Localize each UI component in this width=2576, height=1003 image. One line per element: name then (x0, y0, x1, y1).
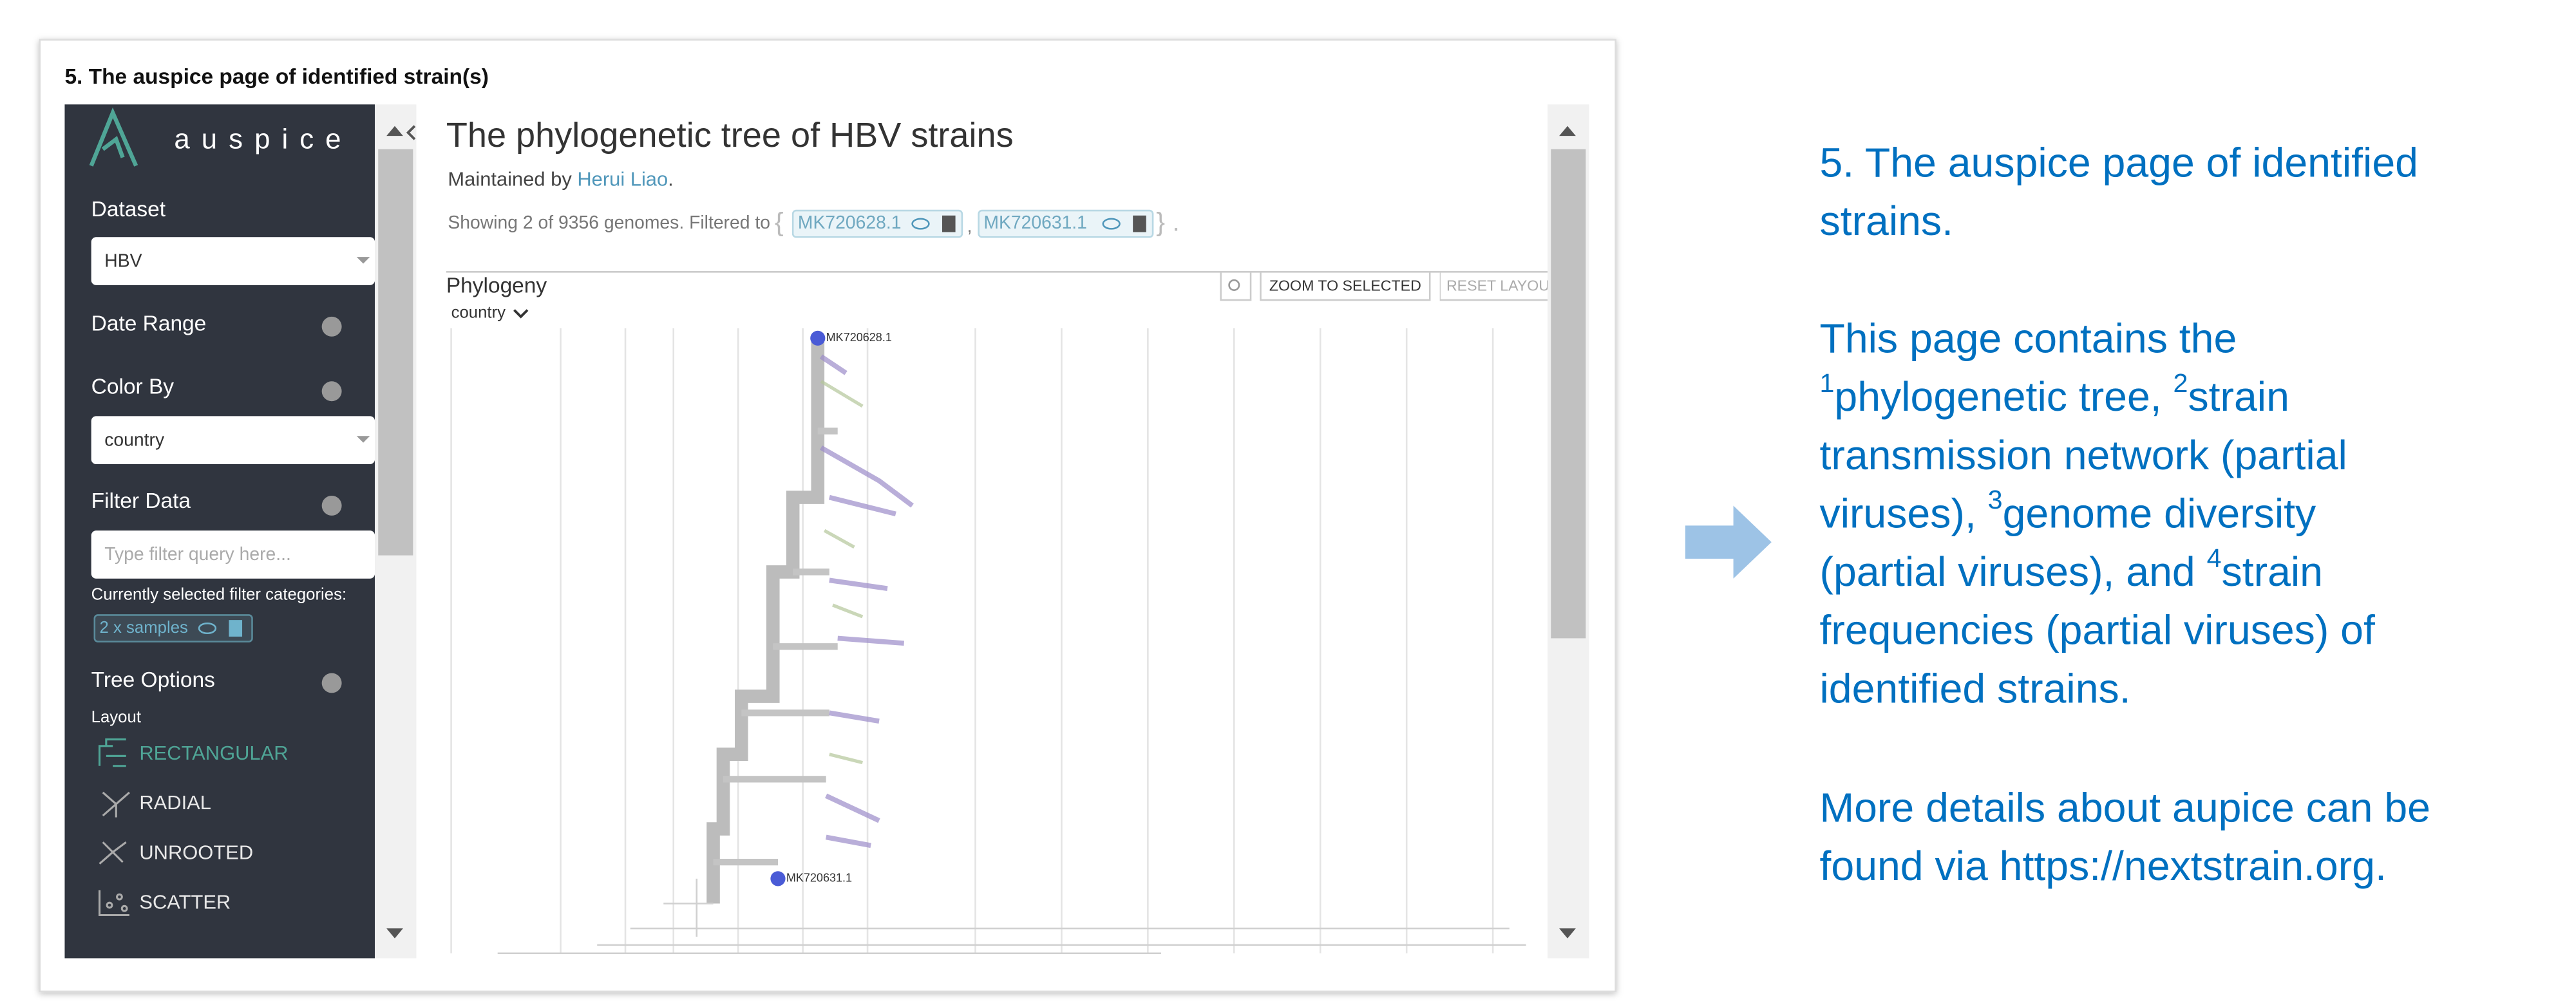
logo-text: auspice (174, 123, 352, 155)
text-run: identified strains. (1819, 665, 2130, 711)
select-value: country (104, 429, 165, 450)
chevron (513, 309, 529, 319)
brace: { (775, 207, 784, 237)
reset-button[interactable] (1439, 272, 1556, 301)
label: Date Range (91, 312, 207, 336)
byline: Maintained by Herui Liao. (448, 168, 673, 191)
author[interactable]: Herui Liao (577, 168, 668, 191)
text-run: frequencies (partial viruses) of (1819, 607, 2374, 653)
comma: , (967, 216, 972, 236)
layout-icons (98, 738, 130, 917)
filter-chip[interactable] (791, 209, 963, 238)
search-icon (1228, 279, 1240, 291)
label: Color By (91, 375, 175, 398)
text-run: phylogenetic tree, (1834, 373, 2173, 420)
eye-icon[interactable] (911, 218, 930, 230)
label: Layout (91, 708, 141, 726)
heading-line: strains. (1819, 198, 1953, 244)
tip[interactable] (810, 330, 826, 346)
panel-title: Phylogeny (446, 274, 547, 297)
chip-text: 2 x samples (100, 619, 188, 637)
paragraph-line: viruses), 3genome diversity (1819, 485, 2316, 536)
text-run: genome diversity (2003, 490, 2316, 536)
button-text: ZOOM TO SELECTED (1269, 277, 1421, 294)
filter-chip[interactable] (93, 614, 253, 642)
heading-line: 5. The auspice page of identified (1819, 140, 2418, 186)
chevron (356, 436, 370, 443)
superscript: 3 (1988, 485, 2003, 514)
select-value: HBV (104, 250, 142, 271)
layout-option[interactable]: RADIAL (139, 791, 211, 814)
paragraph-line: identified strains. (1819, 665, 2130, 711)
label: Tree Options (91, 668, 215, 692)
tip-label: MK720628.1 (826, 331, 892, 344)
text-run: strain (2222, 548, 2323, 595)
layout-option[interactable]: SCATTER (139, 891, 231, 914)
more-line: found via https://nextstrain.org. (1819, 843, 2386, 889)
superscript: 2 (2174, 368, 2188, 398)
tip[interactable] (770, 871, 786, 886)
byline-label: Maintained by (448, 168, 572, 191)
zoom-button[interactable] (1260, 271, 1431, 301)
chevron (356, 257, 370, 264)
chip-text: MK720631.1 (983, 212, 1087, 233)
info-icons (321, 316, 342, 693)
text-run: viruses), (1819, 490, 1987, 536)
dataset-select[interactable] (91, 237, 375, 285)
tip-label: MK720631.1 (786, 872, 852, 885)
search-button[interactable] (1220, 271, 1252, 301)
eye-icon[interactable] (1102, 218, 1121, 230)
layout-option[interactable]: UNROOTED (139, 841, 253, 863)
trash-icon[interactable] (1133, 215, 1146, 232)
trash-icon[interactable] (942, 215, 956, 232)
brace: } . (1156, 207, 1180, 237)
label: Currently selected filter categories: (91, 585, 346, 603)
superscript: 1 (1819, 368, 1834, 398)
logo-icon (89, 107, 138, 167)
tree (497, 338, 1526, 955)
paragraph-line: This page contains the (1819, 315, 2237, 361)
more-line: More details about aupice can be (1819, 784, 2430, 830)
scroll-thumb[interactable] (378, 149, 413, 556)
filter-input[interactable] (91, 530, 375, 579)
showing: Showing 2 of 9356 genomes. Filtered to (448, 212, 770, 233)
card-title: 5. The auspice page of identified strain… (64, 65, 488, 89)
placeholder: Type filter query here... (104, 544, 291, 565)
paragraph-line: 1phylogenetic tree, 2strain (1819, 368, 2289, 420)
scroll-thumb[interactable] (1551, 149, 1586, 639)
text-run: strain (2188, 373, 2289, 420)
button-text: RESET LAYOUT (1446, 277, 1558, 294)
layout-option[interactable]: RECTANGULAR (139, 742, 288, 764)
text-run: transmission network (partial (1819, 432, 2347, 478)
paragraph-line: transmission network (partial (1819, 432, 2347, 478)
text-run: (partial viruses), and (1819, 548, 2206, 595)
filter-chip[interactable] (978, 209, 1154, 238)
chip-text: MK720628.1 (798, 212, 902, 233)
eye-icon[interactable] (198, 622, 217, 635)
color-select[interactable] (91, 416, 375, 465)
label: Dataset (91, 198, 166, 221)
paragraph-line: (partial viruses), and 4strain (1819, 543, 2322, 595)
superscript: 4 (2207, 543, 2222, 573)
text-run: This page contains the (1819, 315, 2237, 361)
paragraph-line: frequencies (partial viruses) of (1819, 607, 2374, 653)
label: Filter Data (91, 489, 191, 513)
collapse[interactable] (406, 125, 416, 140)
color-select[interactable]: country (451, 304, 506, 322)
main-title: The phylogenetic tree of HBV strains (446, 116, 1014, 155)
arrow (1685, 505, 1772, 579)
trash-icon[interactable] (229, 620, 243, 637)
